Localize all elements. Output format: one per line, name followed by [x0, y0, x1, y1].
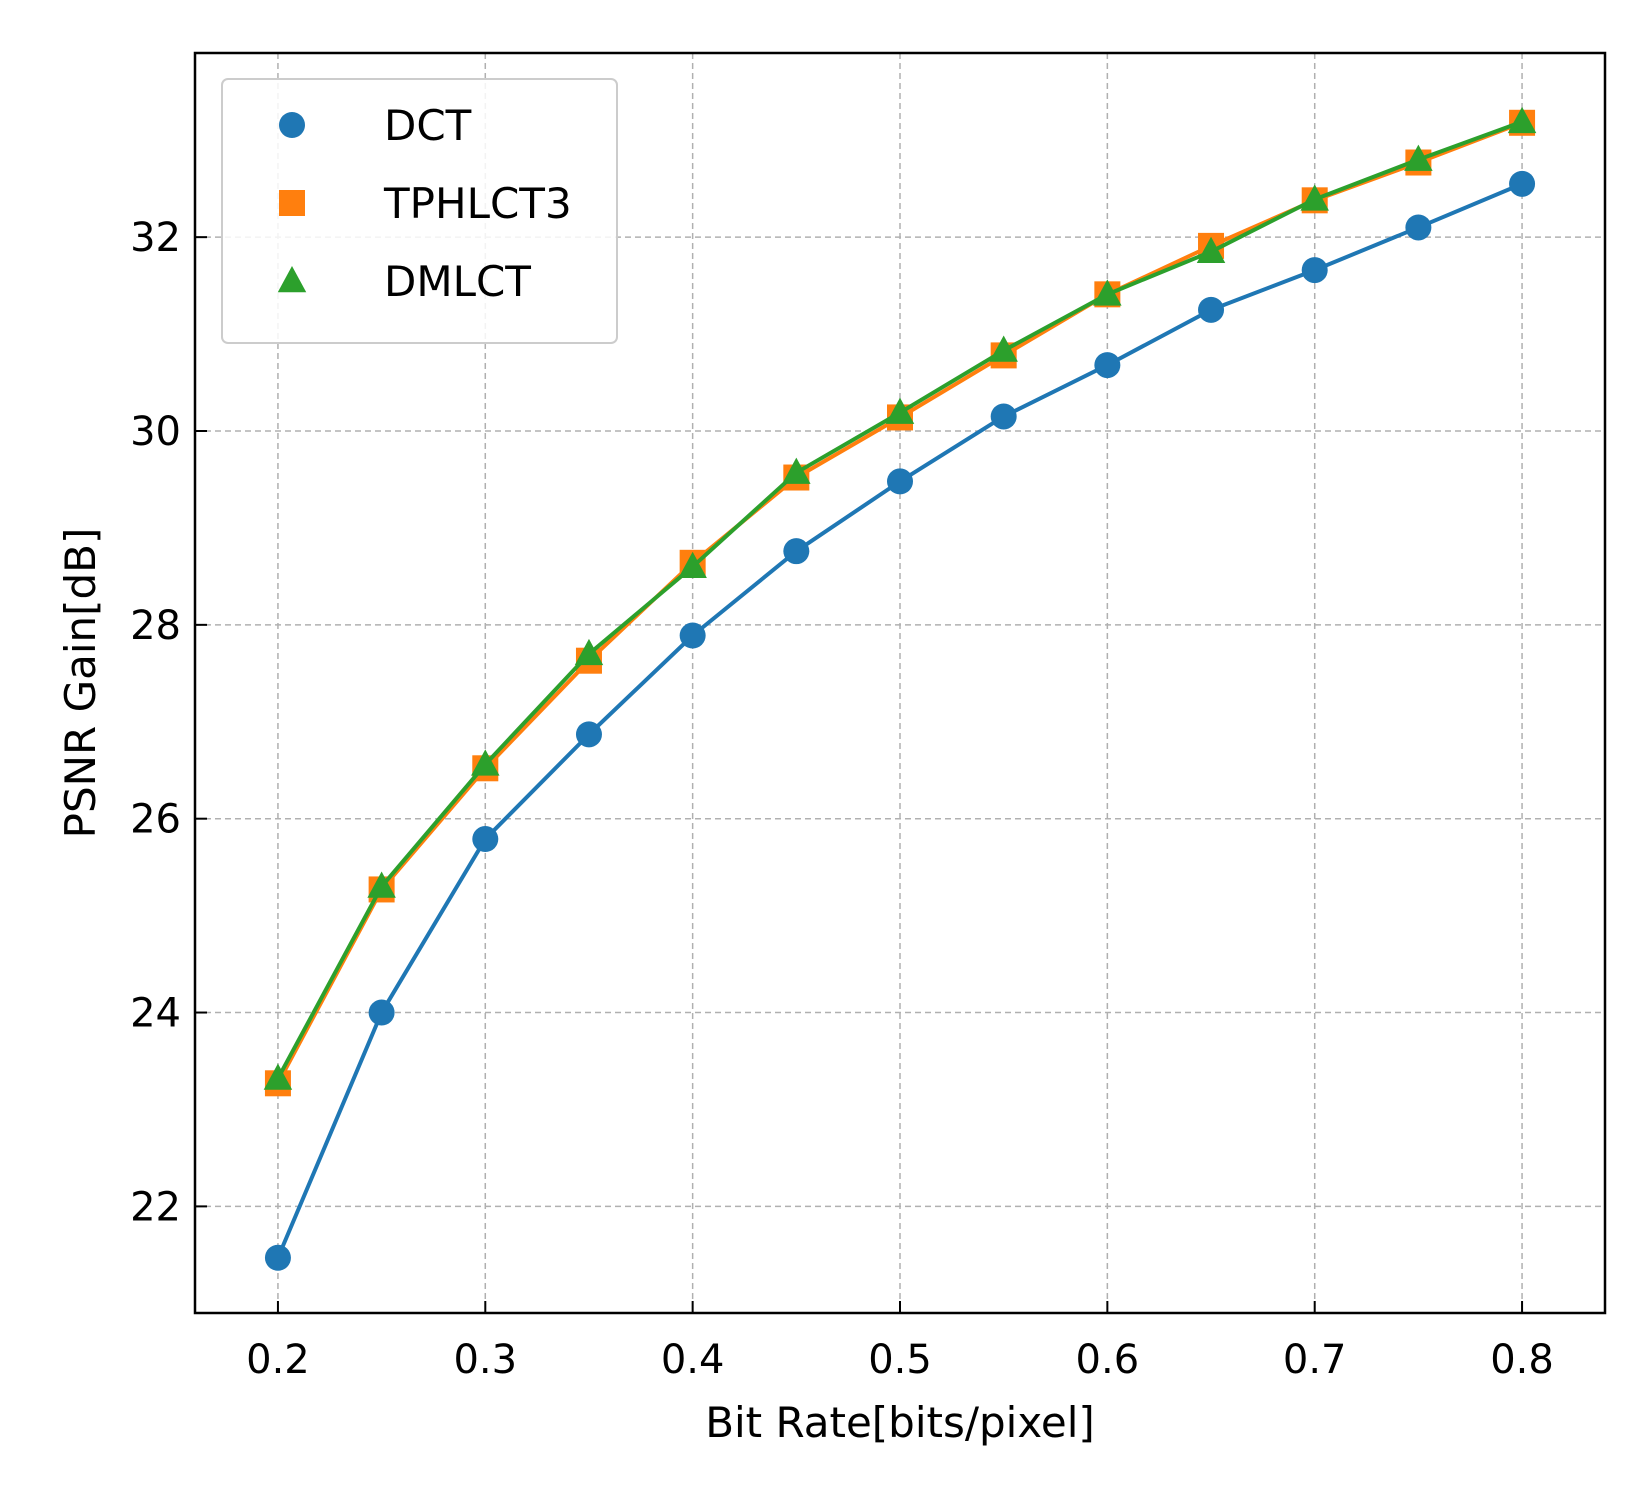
x-axis-title: Bit Rate[bits/pixel] [705, 1398, 1095, 1447]
legend-marker-tphlct3 [279, 190, 305, 216]
y-tick-label: 22 [130, 1184, 181, 1230]
tick-layer: 0.2 0.3 0.4 0.5 0.6 0.7 0.8 22 24 26 28 30 32 [130, 215, 1554, 1383]
data-point-dct [264, 1244, 291, 1271]
data-point-dmlct [574, 638, 604, 666]
legend-label-dct: DCT [384, 101, 472, 150]
y-tick-label: 26 [130, 797, 181, 843]
x-tick-label: 0.6 [1076, 1337, 1140, 1383]
data-point-dct [1509, 170, 1536, 197]
data-point-dct [1198, 296, 1225, 323]
legend-label-dmlct: DMLCT [384, 257, 531, 306]
y-tick-label: 30 [130, 409, 181, 455]
data-point-dmlct [1300, 184, 1329, 211]
x-tick-label: 0.3 [453, 1337, 517, 1383]
y-axis-title: PSNR Gain[dB] [56, 528, 105, 839]
data-point-dct [472, 826, 499, 853]
data-point-dmlct [989, 335, 1018, 362]
y-tick-label: 32 [130, 215, 181, 261]
series-dct [264, 170, 1536, 1271]
data-point-dmlct [367, 871, 396, 898]
data-point-dmlct [1196, 236, 1226, 263]
x-tick-label: 0.7 [1283, 1337, 1347, 1383]
x-tick-label: 0.2 [246, 1337, 310, 1383]
y-tick-label: 28 [130, 603, 181, 649]
legend-marker-dct [279, 112, 305, 138]
legend-marker-dmlct [277, 266, 307, 293]
series-layer [263, 106, 1537, 1271]
y-tick-label: 24 [130, 991, 181, 1037]
data-point-dmlct [471, 749, 500, 776]
data-point-dct [1094, 352, 1121, 379]
data-point-dct [783, 538, 810, 565]
data-point-dct [990, 403, 1017, 430]
data-point-dct [368, 999, 395, 1026]
data-point-dct [1301, 257, 1328, 284]
legend-label-tphlct3: TPHLCT3 [383, 179, 572, 228]
data-point-dct [575, 721, 602, 748]
data-point-dmlct [1507, 106, 1537, 134]
x-tick-label: 0.5 [868, 1337, 932, 1383]
data-point-dmlct [1404, 144, 1433, 171]
data-point-dmlct [885, 397, 915, 424]
data-point-dct [887, 468, 913, 495]
legend-box [221, 78, 618, 344]
data-point-dct [1405, 214, 1432, 241]
data-point-dmlct [263, 1063, 293, 1090]
data-point-dct [679, 622, 706, 649]
x-tick-label: 0.8 [1490, 1337, 1554, 1383]
legend: DCT TPHLCT3 DMLCT [221, 78, 618, 344]
series-dmlct [263, 106, 1537, 1090]
data-point-dmlct [1093, 279, 1122, 306]
data-point-dmlct [782, 457, 811, 484]
x-tick-label: 0.4 [661, 1337, 725, 1383]
data-point-dmlct [678, 551, 707, 578]
